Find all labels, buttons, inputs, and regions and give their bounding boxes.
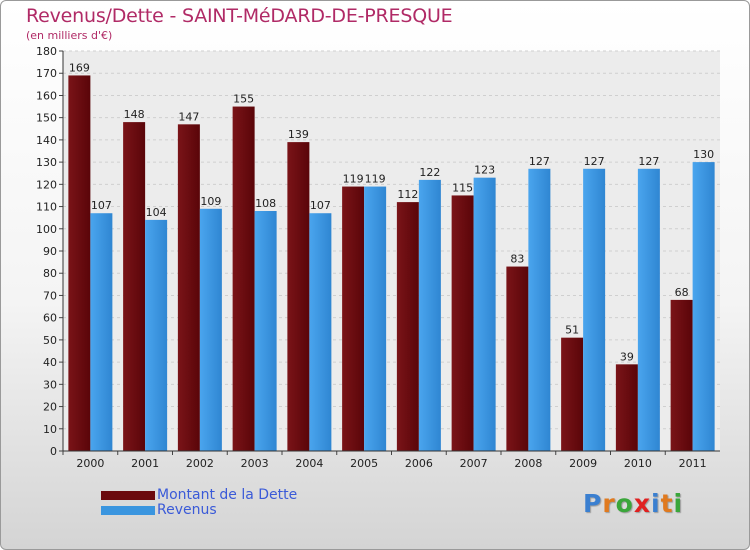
- x-tick-label: 2003: [241, 457, 269, 470]
- data-label: 119: [365, 173, 386, 186]
- bar-revenus: [90, 213, 113, 451]
- legend-swatch-dette: [101, 491, 155, 500]
- y-tick-label: 20: [43, 401, 57, 414]
- logo-letter: P: [583, 489, 603, 518]
- legend-label-revenus: Revenus: [157, 502, 217, 518]
- x-tick-label: 2010: [624, 457, 652, 470]
- y-tick-label: 130: [36, 156, 57, 169]
- bar-revenus: [364, 186, 387, 452]
- logo-letter: o: [615, 489, 634, 518]
- bar-revenus: [637, 168, 660, 451]
- x-tick-label: 2005: [350, 457, 378, 470]
- legend-label-dette: Montant de la Dette: [157, 487, 298, 503]
- bar-dette: [615, 364, 638, 451]
- y-tick-label: 140: [36, 134, 57, 147]
- bar-dette: [232, 106, 255, 452]
- logo-letter: r: [602, 489, 616, 518]
- y-tick-label: 170: [36, 67, 57, 80]
- legend-swatch-revenus: [101, 506, 155, 515]
- y-tick-label: 110: [36, 201, 57, 214]
- x-tick-label: 2002: [186, 457, 214, 470]
- y-tick-label: 120: [36, 178, 57, 191]
- data-label: 108: [255, 197, 276, 210]
- bar-dette: [68, 75, 91, 451]
- y-tick-label: 40: [43, 356, 57, 369]
- logo-letter: i: [673, 489, 684, 518]
- x-tick-label: 2007: [460, 457, 488, 470]
- x-tick-label: 2001: [131, 457, 159, 470]
- data-label: 155: [233, 93, 254, 106]
- data-label: 107: [310, 199, 331, 212]
- y-tick-label: 100: [36, 223, 57, 236]
- bar-dette: [561, 337, 584, 451]
- bar-revenus: [692, 162, 715, 451]
- bar-revenus: [583, 168, 606, 451]
- y-tick-label: 10: [43, 423, 57, 436]
- data-label: 139: [288, 128, 309, 141]
- y-tick-label: 150: [36, 112, 57, 125]
- data-label: 123: [474, 164, 495, 177]
- x-tick-label: 2009: [569, 457, 597, 470]
- data-label: 130: [693, 148, 714, 161]
- data-label: 83: [510, 253, 524, 266]
- data-label: 68: [675, 286, 689, 299]
- bar-dette: [451, 195, 474, 451]
- bar-revenus: [199, 208, 222, 451]
- chart-title: Revenus/Dette - SAINT-MéDARD-DE-PRESQUE: [26, 5, 453, 27]
- y-tick-label: 160: [36, 89, 57, 102]
- bar-revenus: [254, 211, 277, 451]
- data-label: 148: [124, 108, 145, 121]
- data-label: 107: [91, 199, 112, 212]
- bar-dette: [342, 186, 365, 452]
- data-label: 147: [178, 110, 199, 123]
- x-tick-label: 2006: [405, 457, 433, 470]
- bar-revenus: [418, 179, 441, 451]
- bar-dette: [670, 299, 693, 451]
- data-label: 127: [638, 155, 659, 168]
- data-label: 122: [419, 166, 440, 179]
- y-tick-label: 70: [43, 289, 57, 302]
- bar-dette: [287, 142, 310, 451]
- y-tick-label: 90: [43, 245, 57, 258]
- y-tick-label: 30: [43, 378, 57, 391]
- data-label: 109: [200, 195, 221, 208]
- bar-revenus: [145, 219, 168, 451]
- bar-revenus: [473, 177, 496, 451]
- logo-letter: x: [633, 489, 651, 518]
- bar-dette: [506, 266, 529, 451]
- data-label: 115: [452, 181, 473, 194]
- data-label: 119: [343, 173, 364, 186]
- data-label: 127: [529, 155, 550, 168]
- data-label: 104: [146, 206, 167, 219]
- data-label: 112: [397, 188, 418, 201]
- y-tick-label: 50: [43, 334, 57, 347]
- bar-revenus: [528, 168, 551, 451]
- logo-letter: i: [651, 489, 661, 518]
- y-tick-label: 180: [36, 45, 57, 58]
- data-label: 127: [584, 155, 605, 168]
- x-tick-label: 2008: [514, 457, 542, 470]
- x-tick-label: 2011: [679, 457, 707, 470]
- y-tick-label: 0: [50, 445, 57, 458]
- bar-dette: [396, 202, 419, 451]
- logo-letter: t: [660, 489, 674, 518]
- bar-revenus: [309, 213, 332, 451]
- x-tick-label: 2000: [76, 457, 104, 470]
- data-label: 51: [565, 324, 579, 337]
- x-tick-label: 2004: [295, 457, 323, 470]
- proxiti-logo: Proxiti: [583, 489, 683, 518]
- chart-subtitle: (en milliers d'€): [26, 29, 113, 42]
- data-label: 39: [620, 350, 634, 363]
- y-tick-label: 80: [43, 267, 57, 280]
- bar-dette: [177, 124, 200, 451]
- bar-dette: [123, 122, 146, 451]
- y-tick-label: 60: [43, 312, 57, 325]
- data-label: 169: [69, 61, 90, 74]
